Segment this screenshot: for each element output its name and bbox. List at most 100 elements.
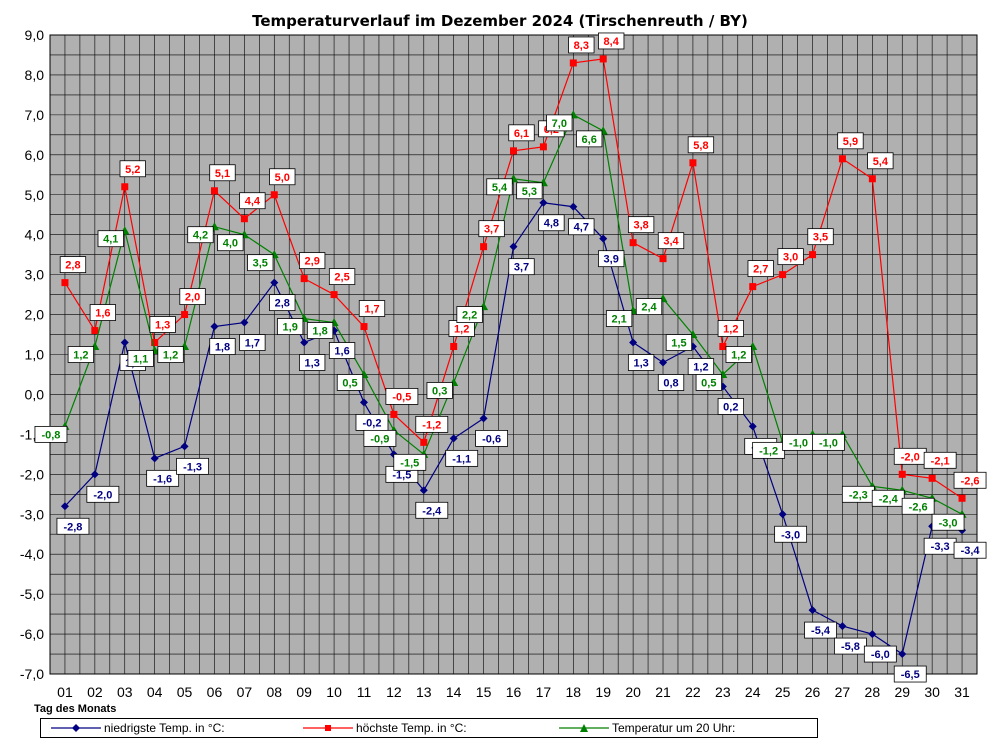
x-tick-label: 25 [775,684,791,700]
data-label: -2,6 [901,497,935,515]
data-label-text: 5,1 [215,168,230,180]
data-label-text: 7,0 [552,118,567,130]
data-label-box [176,457,209,475]
data-label-text: 4,8 [544,218,559,230]
data-label-box [415,501,449,519]
data-label-box [657,232,685,250]
data-point [91,327,99,335]
data-label: -1,2 [752,441,786,459]
data-label-text: 5,8 [693,140,708,152]
data-label: 3,7 [508,258,535,276]
legend-min-marker [51,724,101,732]
x-tick-label: 22 [685,684,701,700]
data-label-box [804,621,837,639]
data-label: 4,2 [187,226,214,244]
data-label-box [725,346,752,363]
data-label: 7,0 [546,114,573,132]
y-tick-label: -6,0 [20,626,44,642]
data-label: -5,8 [834,637,867,655]
data-label: 6,6 [576,130,603,148]
data-label-box [328,342,356,359]
y-tick-label: 8,0 [25,67,45,83]
data-label-box [149,316,176,333]
data-label: -2,8 [56,517,90,535]
data-label: -1,2 [415,415,449,433]
data-label-box [277,318,304,335]
data-label-box [893,665,927,683]
data-label-text: 5,2 [125,164,140,176]
data-label-text: -0,5 [392,391,411,403]
data-label-text: 1,5 [671,338,686,350]
data-label-text: 2,5 [334,272,349,284]
chart-title: Temperaturverlauf im Dezember 2024 (Tirs… [252,12,748,30]
y-tick-label: -2,0 [20,466,44,482]
data-label-box [426,382,453,399]
data-label-text: 1,3 [155,320,170,332]
x-tick-label: 14 [446,684,462,700]
data-point [150,454,159,463]
data-label: 3,4 [657,232,685,250]
data-label-text: 2,7 [753,264,768,276]
data-label-text: 5,0 [275,172,290,184]
data-label-box [867,152,894,170]
data-label: 2,4 [635,298,663,315]
data-label-box [209,338,236,355]
data-label: -3,3 [923,537,957,555]
data-label-box [931,513,965,531]
data-label: 3,9 [598,250,625,268]
data-label: 1,2 [67,346,95,363]
data-label: -1,5 [393,453,427,471]
data-point [90,470,99,479]
data-label: 1,8 [209,338,236,355]
data-label-box [538,214,565,232]
data-label: 8,3 [568,36,595,54]
data-label-box [179,288,206,305]
data-label: 2,8 [269,294,296,312]
data-point [898,470,906,478]
data-label-box [863,645,897,663]
data-point [419,486,428,495]
data-label: -1,0 [812,433,845,451]
data-label-box [807,228,834,246]
data-label-text: -3,0 [781,529,800,541]
data-label: 3,7 [478,220,505,238]
data-label-box [127,350,154,367]
data-label-text: 1,6 [334,346,349,358]
data-label: 0,2 [717,398,744,415]
data-label-box [247,254,274,272]
data-label: 5,1 [209,164,236,182]
data-label-box [901,497,935,515]
data-point [659,358,668,367]
legend-item-20h: Temperatur um 20 Uhr: [559,720,735,736]
data-label: 4,7 [568,218,595,236]
data-point [958,494,966,502]
data-label-text: 1,1 [133,354,148,366]
data-label-text: 3,7 [484,224,499,236]
x-tick-label: 11 [357,684,372,700]
legend-label-max: höchste Temp. in °C: [356,721,467,735]
data-point [480,243,488,251]
data-point [121,183,129,191]
data-label: 8,4 [598,32,625,50]
data-label-text: -3,0 [939,517,958,529]
x-tick-label: 27 [835,684,851,700]
data-label-box [695,374,722,391]
data-label-box [363,429,397,447]
data-label-text: -5,4 [811,625,831,637]
data-label-box [598,250,625,268]
data-point [868,630,877,639]
data-label-box [953,541,987,559]
data-label: -6,0 [863,645,897,663]
data-label-text: 5,4 [492,182,508,194]
data-label-box [508,258,535,276]
data-label: 3,5 [247,254,274,272]
data-point [300,275,308,283]
data-label: 2,5 [328,268,356,285]
data-label-box [837,132,864,150]
data-label-box [217,234,244,252]
data-label: 3,5 [807,228,834,246]
x-axis-ticks: 01 02 03 04 05 06 07 08 09 10 11 12 13 14 15 16 17 18 19 20… [57,684,970,700]
data-label-box [86,485,120,503]
data-label: 4,8 [538,214,565,232]
x-tick-label: 20 [625,684,641,700]
